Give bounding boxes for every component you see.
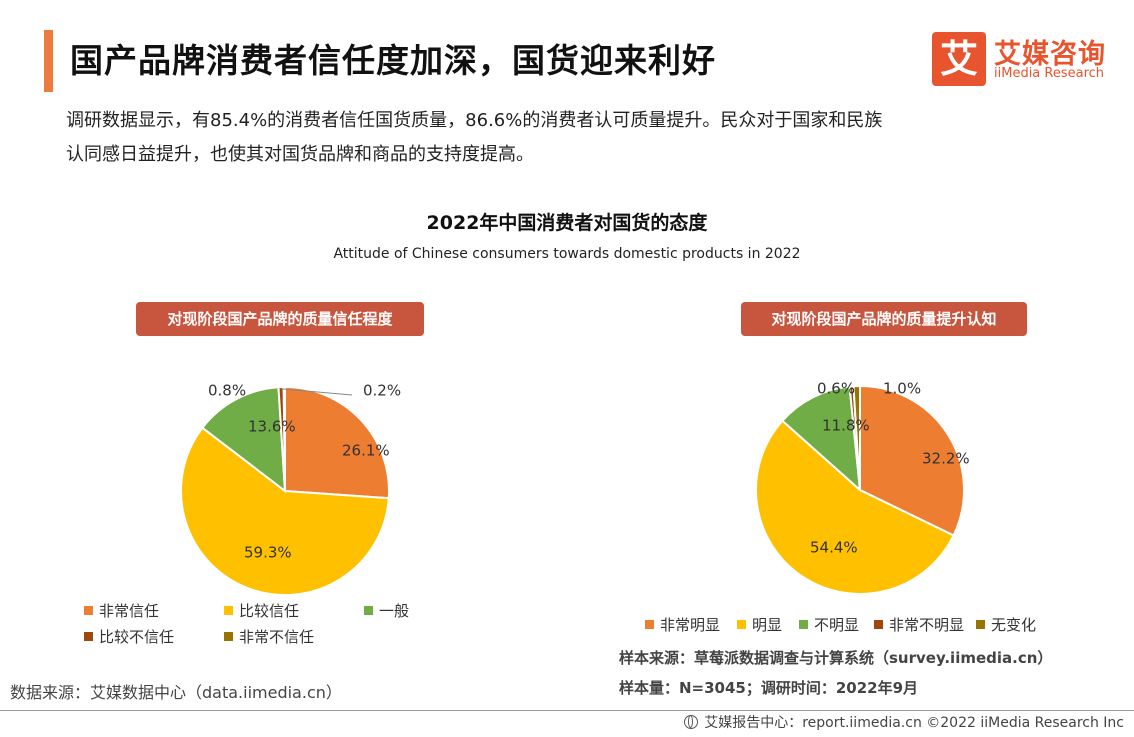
pie-left-legend-label-4: 非常不信任 xyxy=(239,628,315,646)
pie-right-legend-swatch-2 xyxy=(799,620,808,629)
sample-source-note: 样本来源：草莓派数据调查与计算系统（survey.iimedia.cn） xyxy=(619,649,1053,667)
pie-left-legend-label-1: 比较信任 xyxy=(239,602,300,620)
chart-subtitle: Attitude of Chinese consumers towards do… xyxy=(333,246,801,262)
pie-right-slice-2 xyxy=(781,385,862,493)
brand-logo: 艾 艾媒咨询 iiMedia Research xyxy=(932,28,1117,90)
globe-icon xyxy=(684,715,699,729)
intro-paragraph: 调研数据显示，有85.4%的消费者信任国货质量，86.6%的消费者认可质量提升。… xyxy=(66,104,1056,172)
pie-left-slice-1 xyxy=(180,426,390,596)
pie-left-legend-label-3: 比较不信任 xyxy=(99,628,175,646)
logo-text-cn: 艾媒咨询 xyxy=(994,39,1106,70)
pie-left-label-3: 0.8% xyxy=(208,382,246,400)
pie-right-legend-item-1: 明显 xyxy=(737,615,782,635)
logo-glyph: 艾 xyxy=(939,37,978,81)
pie-left-legend-swatch-3 xyxy=(84,632,93,641)
pie-right-legend-label-4: 无变化 xyxy=(991,616,1037,634)
pie-right-title: 对现阶段国产品牌的质量提升认知 xyxy=(741,302,1027,336)
pie-right-legend-label-2: 不明显 xyxy=(814,616,860,634)
pie-left-legend-label-0: 非常信任 xyxy=(99,602,160,620)
footer-divider xyxy=(0,710,1134,711)
pie-left-legend-item-0: 非常信任 xyxy=(84,601,159,621)
pie-right-legend-item-4: 无变化 xyxy=(976,615,1036,635)
pie-left-slice-4 xyxy=(282,385,286,492)
pie-right-slice-4 xyxy=(852,384,861,491)
pie-left-title: 对现阶段国产品牌的质量信任程度 xyxy=(136,302,424,336)
pie-right-legend-swatch-1 xyxy=(737,620,746,629)
pie-left-legend-label-2: 一般 xyxy=(379,602,410,620)
pie-right-legend-label-3: 非常不明显 xyxy=(889,616,965,634)
pie-left-label-1: 59.3% xyxy=(244,544,292,562)
pie-left-legend-item-3: 比较不信任 xyxy=(84,627,174,647)
pie-left-slice-2 xyxy=(201,386,287,494)
chart-title: 2022年中国消费者对国货的态度 xyxy=(426,212,708,234)
pie-right-legend-swatch-3 xyxy=(874,620,883,629)
pie-left-label-2: 13.6% xyxy=(248,418,296,436)
data-source: 数据来源：艾媒数据中心（data.iimedia.cn） xyxy=(10,683,342,702)
intro-line-2: 认同感日益提升，也使其对国货品牌和商品的支持度提高。 xyxy=(66,144,534,165)
pie-left-label-4: 0.2% xyxy=(363,382,401,400)
logo-text-en: iiMedia Research xyxy=(994,66,1105,81)
pie-right-legend-label-1: 明显 xyxy=(752,616,783,634)
page-title: 国产品牌消费者信任度加深，国货迎来利好 xyxy=(70,41,716,80)
sample-size-note: 样本量：N=3045；调研时间：2022年9月 xyxy=(619,679,919,697)
pie-left-legend-item-2: 一般 xyxy=(364,601,409,621)
pie-right-legend-label-0: 非常明显 xyxy=(660,616,721,634)
pie-left-legend-swatch-1 xyxy=(224,606,233,615)
pie-left-legend-item-4: 非常不信任 xyxy=(224,627,314,647)
pie-right-slice-0 xyxy=(859,384,965,537)
logo-icon: 艾 xyxy=(932,32,986,86)
footer: 艾媒报告中心：report.iimedia.cn ©2022 iiMedia R… xyxy=(684,712,1124,734)
pie-right-legend-swatch-0 xyxy=(645,620,654,629)
pie-left-legend-swatch-2 xyxy=(364,606,373,615)
pie-right-label-4: 1.0% xyxy=(883,380,921,398)
pie-left-label-0: 26.1% xyxy=(342,442,390,460)
title-accent-bar xyxy=(44,30,53,92)
pie-left-legend-swatch-4 xyxy=(224,632,233,641)
pie-right-label-3: 0.6% xyxy=(817,380,855,398)
pie-right-legend-item-0: 非常明显 xyxy=(645,615,720,635)
footer-text: 艾媒报告中心：report.iimedia.cn ©2022 iiMedia R… xyxy=(704,715,1124,731)
pie-right-legend-item-2: 不明显 xyxy=(799,615,859,635)
pie-left-legend-swatch-0 xyxy=(84,606,93,615)
pie-right-legend-swatch-4 xyxy=(976,620,985,629)
pie-right-label-2: 11.8% xyxy=(822,417,870,435)
intro-line-1: 调研数据显示，有85.4%的消费者信任国货质量，86.6%的消费者认可质量提升。… xyxy=(66,110,883,131)
pie-left-slice-0 xyxy=(284,385,390,500)
pie-left-legend-item-1: 比较信任 xyxy=(224,601,299,621)
pie-right-label-0: 32.2% xyxy=(922,450,970,468)
pie-right-slice-1 xyxy=(755,419,955,595)
pie-left-leader-4 xyxy=(282,388,353,396)
pie-right-legend-item-3: 非常不明显 xyxy=(874,615,964,635)
pie-right-label-1: 54.4% xyxy=(810,539,858,557)
